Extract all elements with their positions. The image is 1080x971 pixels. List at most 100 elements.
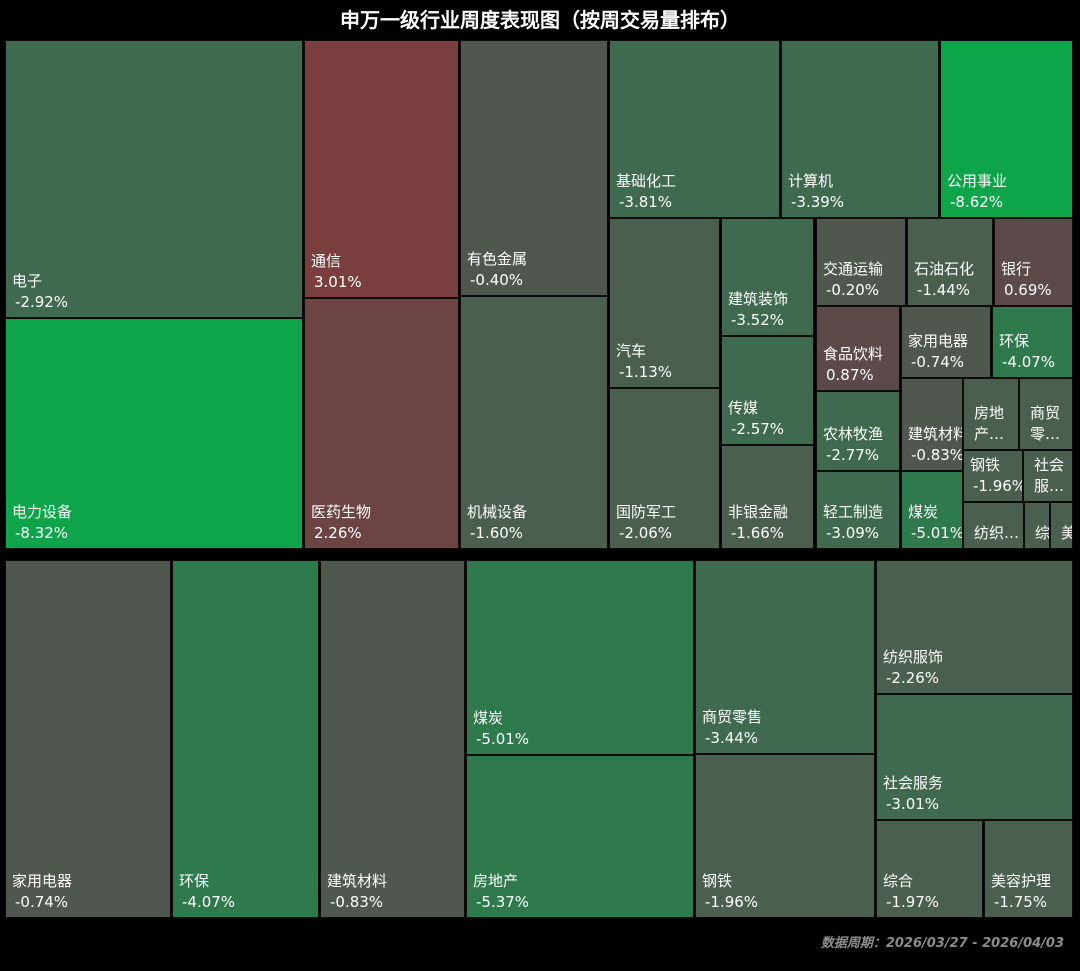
- treemap-tile: 煤炭 -5.01%: [466, 560, 694, 755]
- tile-label: 公用事业 -8.62%: [941, 171, 1072, 213]
- tile-name: 银行: [1001, 260, 1032, 278]
- tile-label: 通信 3.01%: [305, 251, 458, 293]
- tile-value: -2.57%: [731, 420, 785, 438]
- treemap-tile: 机械设备 -1.60%: [460, 296, 608, 549]
- treemap-tile: 房地产 -5.37%: [466, 755, 694, 918]
- treemap-tile: 美容护理 -1.75%: [984, 820, 1073, 918]
- treemap-tile: 环保 -4.07%: [172, 560, 319, 918]
- tile-name: 传媒: [728, 399, 759, 417]
- tile-label: 基础化工 -3.81%: [610, 171, 779, 213]
- tile-value: -3.52%: [731, 311, 785, 329]
- treemap-tile: 建筑材料 -0.83%: [901, 378, 963, 471]
- tile-name: 医药生物: [311, 503, 372, 521]
- treemap-tile: 钢铁 -1.96%: [963, 450, 1023, 502]
- tile-name: 综合: [883, 872, 914, 890]
- tile-name: 环保: [179, 872, 210, 890]
- tile-name: 建筑装饰: [728, 290, 789, 308]
- tile-label: 传媒 -2.57%: [722, 398, 813, 440]
- tile-value: 0.69%: [1004, 281, 1052, 299]
- tile-value: -0.20%: [826, 281, 880, 299]
- tile-label: 纺织…: [974, 524, 1020, 542]
- tile-name: 家用电器: [908, 332, 969, 350]
- tile-name: 建筑材料: [908, 425, 962, 443]
- treemap-tile: 国防军工 -2.06%: [609, 388, 720, 549]
- tile-value: -1.96%: [973, 477, 1022, 495]
- treemap-tile: 建筑材料 -0.83%: [320, 560, 465, 918]
- tile-label: 机械设备 -1.60%: [461, 502, 607, 544]
- tile-value: 3.01%: [314, 273, 362, 291]
- tile-name: 电子: [12, 272, 43, 290]
- tile-label: 建筑材料 -0.83%: [902, 424, 962, 466]
- tile-name: 汽车: [616, 342, 647, 360]
- tile-label: 建筑装饰 -3.52%: [722, 289, 813, 331]
- treemap-tile: 医药生物 2.26%: [304, 298, 459, 549]
- tile-label: 综合 -1.97%: [877, 871, 982, 913]
- tile-value: -2.77%: [826, 446, 880, 464]
- treemap-tile: 电力设备 -8.32%: [5, 318, 303, 549]
- tile-value: -1.66%: [731, 524, 785, 542]
- treemap-tile: 非银金融 -1.66%: [721, 445, 814, 549]
- tile-name: 钢铁: [970, 456, 1001, 474]
- tile-name: 轻工制造: [823, 503, 884, 521]
- treemap-tile: 商贸 零…: [1019, 378, 1073, 450]
- tile-label: 环保 -4.07%: [993, 331, 1072, 373]
- treemap-tile: 轻工制造 -3.09%: [816, 471, 900, 549]
- treemap-tile: 基础化工 -3.81%: [609, 40, 780, 218]
- treemap-tile: 美: [1050, 502, 1073, 549]
- treemap-tile: 环保 -4.07%: [992, 306, 1073, 378]
- tile-label: 纺织服饰 -2.26%: [877, 647, 1072, 689]
- treemap-tile: 银行 0.69%: [994, 218, 1073, 306]
- tile-label: 综…: [1035, 524, 1050, 542]
- tile-value: -5.01%: [476, 730, 530, 748]
- tile-label: 社会 服…: [1034, 456, 1065, 495]
- tile-name: 石油石化: [914, 260, 975, 278]
- treemap-tile: 有色金属 -0.40%: [460, 40, 608, 296]
- tile-name: 房地产: [473, 872, 519, 890]
- tile-value: -1.44%: [917, 281, 971, 299]
- tile-label: 煤炭 -5.01%: [902, 502, 962, 544]
- tile-value: -1.96%: [705, 893, 759, 911]
- tile-label: 交通运输 -0.20%: [817, 259, 905, 301]
- treemap-tile: 电子 -2.92%: [5, 40, 303, 318]
- tile-value: -3.09%: [826, 524, 880, 542]
- tile-label: 钢铁 -1.96%: [964, 455, 1022, 497]
- tile-label: 家用电器 -0.74%: [6, 871, 170, 913]
- tile-value: -4.07%: [1002, 353, 1056, 371]
- tile-label: 房地产 -5.37%: [467, 871, 693, 913]
- tile-name: 纺织服饰: [883, 648, 944, 666]
- tile-label: 电力设备 -8.32%: [6, 502, 302, 544]
- tile-label: 计算机 -3.39%: [782, 171, 938, 213]
- tile-name: 通信: [311, 252, 342, 270]
- tile-value: -0.74%: [15, 893, 69, 911]
- tile-value: 0.87%: [826, 366, 874, 384]
- tile-value: -1.75%: [994, 893, 1048, 911]
- tile-name: 国防军工: [616, 503, 677, 521]
- tile-name: 公用事业: [947, 172, 1008, 190]
- tile-label: 商贸零售 -3.44%: [696, 707, 874, 749]
- tile-value: -2.06%: [619, 524, 673, 542]
- treemap-tile: 综…: [1024, 502, 1050, 549]
- tile-value: -1.13%: [619, 363, 673, 381]
- tile-value: -5.01%: [911, 524, 962, 542]
- tile-label: 家用电器 -0.74%: [902, 331, 990, 373]
- tile-name: 环保: [999, 332, 1030, 350]
- tile-value: -3.39%: [791, 193, 845, 211]
- tile-value: -0.83%: [330, 893, 384, 911]
- tile-value: -4.07%: [182, 893, 236, 911]
- tile-label: 美容护理 -1.75%: [985, 871, 1072, 913]
- treemap-tile: 商贸零售 -3.44%: [695, 560, 875, 754]
- tile-value: -8.32%: [15, 524, 69, 542]
- tile-name: 有色金属: [467, 250, 528, 268]
- tile-value: -3.01%: [886, 795, 940, 813]
- treemap-tile: 传媒 -2.57%: [721, 336, 814, 445]
- treemap-tile: 煤炭 -5.01%: [901, 471, 963, 549]
- tile-name: 煤炭: [473, 709, 504, 727]
- tile-value: -3.81%: [619, 193, 673, 211]
- tile-name: 交通运输: [823, 260, 884, 278]
- tile-label: 建筑材料 -0.83%: [321, 871, 464, 913]
- treemap-tile: 综合 -1.97%: [876, 820, 983, 918]
- tile-name: 非银金融: [728, 503, 789, 521]
- tile-name: 农林牧渔: [823, 425, 884, 443]
- treemap-tile: 房地 产…: [963, 378, 1019, 450]
- treemap-tile: 石油石化 -1.44%: [907, 218, 993, 306]
